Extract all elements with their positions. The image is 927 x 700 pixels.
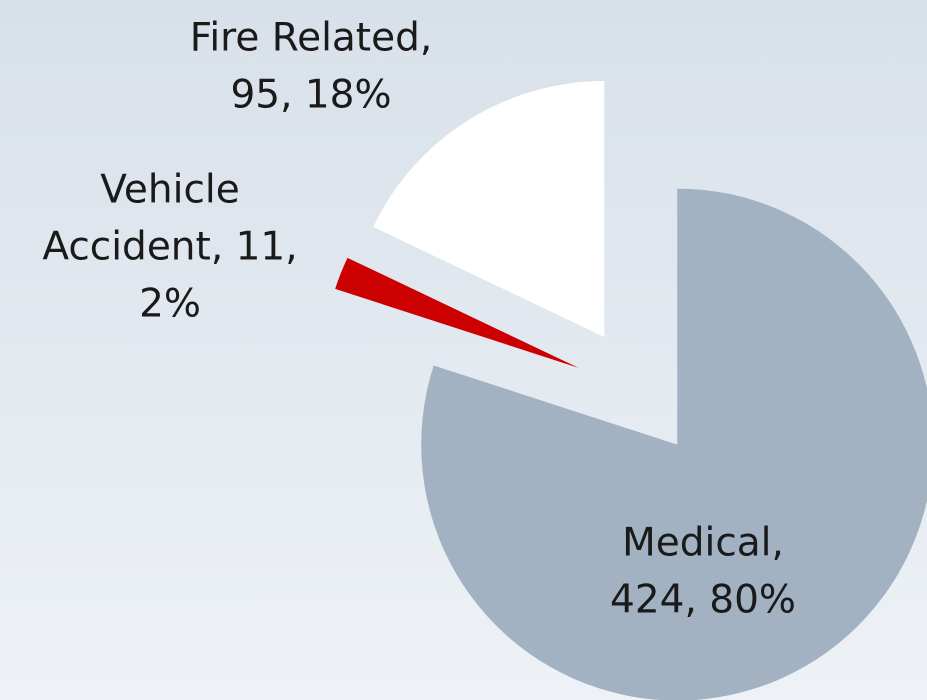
data-label: 2%	[139, 282, 201, 327]
data-label: Accident, 11,	[42, 225, 297, 270]
pie-slice	[373, 81, 605, 338]
data-label: Medical,	[622, 521, 784, 566]
pie-slice	[335, 257, 579, 368]
data-label: 424, 80%	[610, 578, 796, 623]
pie-slice	[421, 188, 927, 700]
data-label: Fire Related,	[190, 16, 433, 61]
data-label: Vehicle	[100, 168, 239, 213]
data-label: 95, 18%	[230, 73, 391, 118]
